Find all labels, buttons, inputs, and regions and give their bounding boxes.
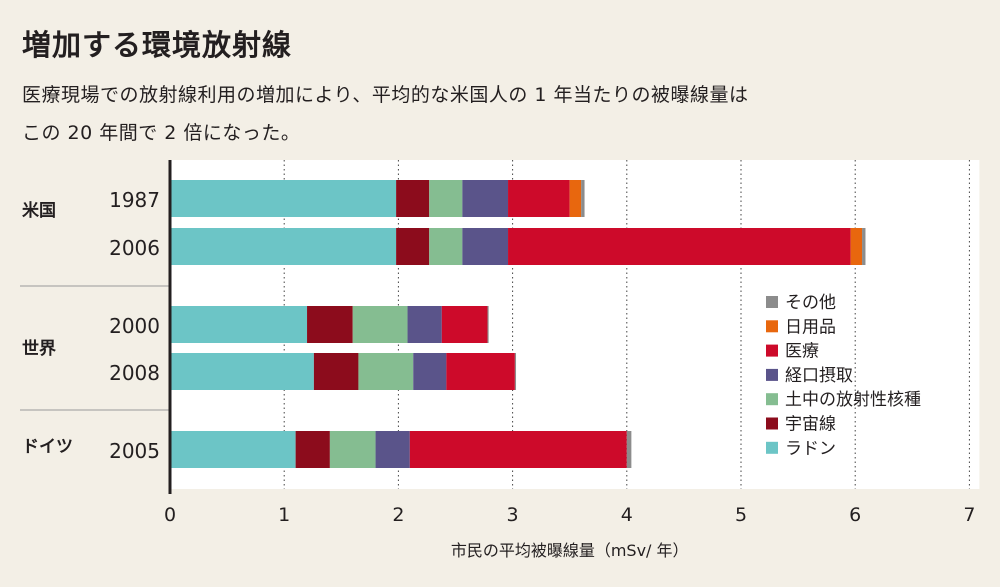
bar-segment <box>462 228 509 265</box>
bar-segment <box>508 180 570 217</box>
chart-subtitle-line-1: 医療現場での放射線利用の増加により、平均的な米国人の 1 年当たりの被曝線量は <box>22 84 749 106</box>
x-tick-label: 0 <box>164 504 176 526</box>
x-tick-label: 7 <box>963 504 975 526</box>
bar-segment <box>850 228 863 265</box>
bar-segment <box>396 228 430 265</box>
bar-segment <box>170 353 314 390</box>
x-tick-label: 4 <box>621 504 633 526</box>
legend-label: ラドン <box>785 439 836 459</box>
legend-label: 宇宙線 <box>785 415 836 435</box>
legend-swatch <box>766 393 778 406</box>
bar-segment <box>429 180 463 217</box>
x-axis-label: 市民の平均被曝線量（mSv/ 年） <box>451 541 689 560</box>
row-label: 2005 <box>109 439 160 463</box>
bar-segment <box>352 306 408 343</box>
x-tick-label: 3 <box>507 504 519 526</box>
bar-segment <box>487 306 489 343</box>
row-label: 2006 <box>109 236 160 260</box>
row-label: 2008 <box>109 361 160 385</box>
bar-segment <box>396 180 430 217</box>
bar-segment <box>569 180 582 217</box>
bar-segment <box>409 431 627 468</box>
x-tick-label: 6 <box>849 504 861 526</box>
bar-segment <box>446 353 515 390</box>
bar-segment <box>508 228 851 265</box>
bar-segment <box>581 180 585 217</box>
row-label: 1987 <box>109 188 160 212</box>
legend-label: 経口摂取 <box>785 366 853 386</box>
legend-swatch <box>766 368 778 381</box>
x-tick-label: 5 <box>735 504 747 526</box>
legend-swatch <box>766 296 778 308</box>
bar-segment <box>170 431 296 468</box>
legend-swatch <box>766 344 778 357</box>
row-label: 2000 <box>109 314 160 338</box>
bar-segment <box>429 228 463 265</box>
bar-segment <box>170 180 397 217</box>
bar-segment <box>170 306 308 343</box>
bar-segment <box>307 306 353 343</box>
bar-segment <box>295 431 330 468</box>
legend-label: 土中の放射性核種 <box>785 390 921 410</box>
legend-label: その他 <box>785 293 836 313</box>
group-label: 世界 <box>22 339 56 359</box>
chart-subtitle-line-2: この 20 年間で 2 倍になった。 <box>22 122 301 144</box>
bar-segment <box>514 353 517 390</box>
x-tick-label: 1 <box>278 504 290 526</box>
bar-segment <box>413 353 447 390</box>
legend-label: 医療 <box>785 342 819 362</box>
legend-label: 日用品 <box>785 317 836 337</box>
x-tick-label: 2 <box>392 504 404 526</box>
legend-swatch <box>766 320 778 333</box>
bar-segment <box>170 228 397 265</box>
group-label: 米国 <box>22 200 56 221</box>
bar-segment <box>626 431 632 468</box>
legend-swatch <box>766 417 778 430</box>
group-label: ドイツ <box>22 437 73 457</box>
bar-segment <box>462 180 509 217</box>
bar-segment <box>407 306 442 343</box>
legend-swatch <box>766 441 778 454</box>
bar-segment <box>358 353 414 390</box>
bar-segment <box>313 353 359 390</box>
bar-segment <box>375 431 410 468</box>
bar-segment <box>441 306 488 343</box>
bar-segment <box>329 431 376 468</box>
bar-segment <box>862 228 866 265</box>
chart-title: 増加する環境放射線 <box>22 28 293 62</box>
